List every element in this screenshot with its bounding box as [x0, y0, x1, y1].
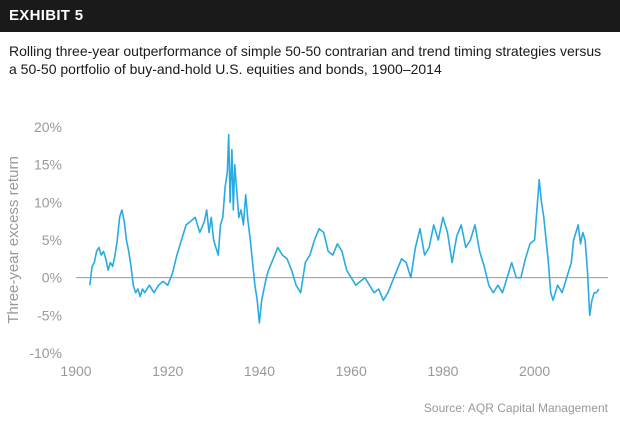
y-tick-label: 20% — [34, 119, 62, 135]
x-tick-label: 1980 — [427, 363, 458, 379]
y-tick-label: 5% — [42, 232, 62, 248]
x-tick-label: 1900 — [60, 363, 91, 379]
source-note: Source: AQR Capital Management — [423, 401, 608, 415]
exhibit-header-bar: EXHIBIT 5 — [0, 0, 620, 32]
y-axis-label: Three-year excess return — [5, 156, 22, 324]
x-tick-label: 1960 — [336, 363, 367, 379]
y-tick-label: 10% — [34, 194, 62, 210]
y-tick-label: 15% — [34, 157, 62, 173]
y-tick-label: 0% — [42, 270, 62, 286]
series-line — [89, 133, 600, 324]
y-tick-label: -10% — [29, 345, 62, 361]
y-tick-label: -5% — [37, 307, 62, 323]
x-tick-label: 2000 — [519, 363, 550, 379]
exhibit-label: EXHIBIT 5 — [9, 7, 84, 24]
chart-subtitle: Rolling three-year outperformance of sim… — [9, 43, 602, 77]
x-tick-label: 1920 — [152, 363, 183, 379]
x-tick-label: 1940 — [244, 363, 275, 379]
